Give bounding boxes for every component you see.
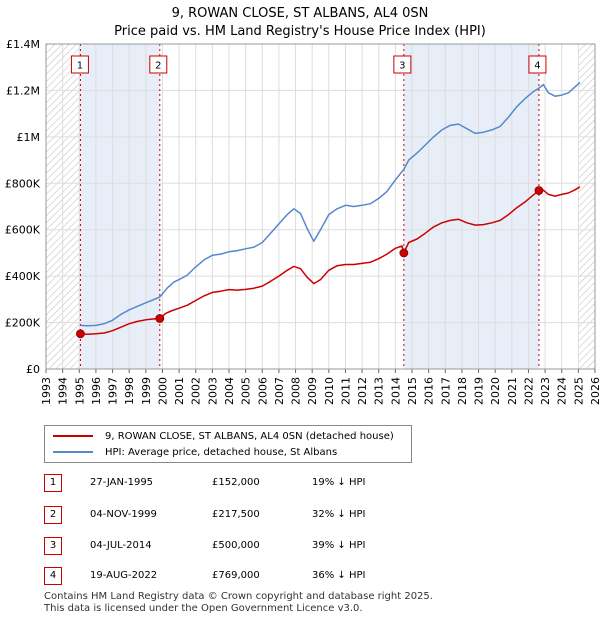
sale-point — [534, 186, 544, 195]
x-tick-label: 2004 — [223, 377, 236, 405]
transaction-row: 3 04-JUL-2014 £500,000 39% ↓ HPI — [0, 537, 600, 557]
hpi-line — [80, 81, 581, 327]
sale-point — [399, 248, 409, 258]
x-tick-label: 2001 — [173, 377, 186, 405]
x-tick-label: 2002 — [190, 377, 203, 405]
sale-point — [76, 329, 85, 339]
x-tick-label: 1993 — [40, 377, 53, 405]
y-tick-label: £400K — [5, 270, 41, 283]
x-tick-label: 2025 — [572, 377, 585, 405]
transaction-price: £500,000 — [212, 540, 260, 551]
y-tick-label: £0 — [26, 363, 40, 376]
x-tick-label: 2015 — [406, 377, 419, 405]
transaction-hpi: 32% ↓ HPI — [312, 509, 366, 520]
transaction-row: 4 19-AUG-2022 £769,000 36% ↓ HPI — [0, 567, 600, 587]
x-tick-label: 2019 — [473, 377, 486, 405]
x-tick-label: 2023 — [539, 377, 552, 405]
sale-marker-label: 2 — [155, 61, 161, 72]
transaction-number: 1 — [44, 474, 62, 492]
y-tick-label: £1.4M — [6, 38, 40, 51]
x-tick-label: 2020 — [489, 377, 502, 405]
transaction-number: 4 — [44, 567, 62, 585]
transaction-price: £152,000 — [212, 477, 260, 488]
x-tick-label: 2010 — [323, 377, 336, 405]
x-tick-label: 1998 — [123, 377, 136, 405]
sale-marker-box — [393, 55, 412, 74]
transaction-date: 04-NOV-1999 — [90, 509, 157, 520]
sale-marker-label: 1 — [77, 61, 83, 72]
sale-marker-label: 4 — [534, 61, 540, 72]
x-tick-label: 1995 — [73, 377, 86, 405]
transaction-row: 1 27-JAN-1995 £152,000 19% ↓ HPI — [0, 474, 600, 494]
sale-marker-box — [70, 55, 89, 74]
chart-subtitle: Price paid vs. HM Land Registry's House … — [114, 24, 486, 39]
transaction-price: £217,500 — [212, 509, 260, 520]
transaction-hpi: 39% ↓ HPI — [312, 540, 366, 551]
property-price-line — [80, 186, 581, 335]
x-tick-label: 1994 — [57, 377, 70, 405]
chart-legend: 9, ROWAN CLOSE, ST ALBANS, AL4 0SN (deta… — [44, 425, 412, 463]
price-chart: 1 2 3 4 £0 £200K £400K £600K £800K £1M £1.2M £1.4M… — [5, 38, 600, 405]
hatched-period — [46, 44, 81, 369]
footer-licence: This data is licensed under the Open Gov… — [44, 603, 363, 614]
x-tick-label: 2014 — [389, 377, 402, 405]
x-tick-label: 1996 — [90, 377, 103, 405]
x-tick-label: 2013 — [373, 377, 386, 405]
transaction-row: 2 04-NOV-1999 £217,500 32% ↓ HPI — [0, 506, 600, 526]
sale-marker-label: 3 — [399, 61, 405, 72]
transaction-hpi: 19% ↓ HPI — [312, 477, 366, 488]
transaction-number: 2 — [44, 506, 62, 524]
x-tick-label: 2018 — [456, 377, 469, 405]
transaction-price: £769,000 — [212, 570, 260, 581]
plot-border — [45, 43, 596, 370]
legend-item-hpi: HPI: Average price, detached house, St A… — [53, 445, 337, 459]
x-tick-label: 2012 — [356, 377, 369, 405]
x-tick-label: 2017 — [439, 377, 452, 405]
x-tick-label: 2024 — [556, 377, 569, 405]
shaded-period — [403, 44, 539, 369]
legend-swatch-property — [53, 435, 93, 437]
legend-swatch-hpi — [53, 451, 93, 453]
sale-marker-box — [528, 55, 547, 74]
transaction-hpi: 36% ↓ HPI — [312, 570, 366, 581]
y-tick-label: £600K — [5, 224, 41, 237]
x-tick-label: 1997 — [107, 377, 120, 405]
x-tick-label: 2022 — [522, 377, 535, 405]
hatched-period — [578, 44, 595, 369]
x-tick-label: 2003 — [206, 377, 219, 405]
x-tick-label: 2009 — [306, 377, 319, 405]
y-tick-label: £800K — [5, 177, 41, 190]
x-tick-label: 2016 — [423, 377, 436, 405]
y-tick-label: £1M — [17, 131, 41, 144]
transaction-date: 04-JUL-2014 — [90, 540, 152, 551]
chart-title: 9, ROWAN CLOSE, ST ALBANS, AL4 0SN — [171, 6, 429, 21]
x-tick-label: 2008 — [290, 377, 303, 405]
footer-copyright: Contains HM Land Registry data © Crown c… — [44, 591, 433, 602]
transaction-date: 19-AUG-2022 — [90, 570, 158, 581]
x-tick-label: 1999 — [140, 377, 153, 405]
y-tick-label: £200K — [5, 317, 41, 330]
legend-label-property: 9, ROWAN CLOSE, ST ALBANS, AL4 0SN (deta… — [105, 430, 394, 442]
transaction-date: 27-JAN-1995 — [90, 477, 154, 488]
x-tick-label: 2007 — [273, 377, 286, 405]
x-tick-label: 2006 — [256, 377, 269, 405]
y-tick-label: £1.2M — [6, 84, 40, 97]
x-tick-label: 2021 — [506, 377, 519, 405]
x-tick-label: 2005 — [240, 377, 253, 405]
x-tick-label: 2000 — [156, 377, 169, 405]
sale-point — [155, 314, 165, 323]
x-tick-label: 2011 — [339, 377, 352, 405]
transaction-number: 3 — [44, 537, 62, 555]
x-tick-label: 2026 — [589, 377, 600, 405]
sale-marker-box — [149, 55, 168, 74]
legend-label-hpi: HPI: Average price, detached house, St A… — [105, 446, 338, 458]
legend-item-property: 9, ROWAN CLOSE, ST ALBANS, AL4 0SN (deta… — [53, 429, 394, 443]
